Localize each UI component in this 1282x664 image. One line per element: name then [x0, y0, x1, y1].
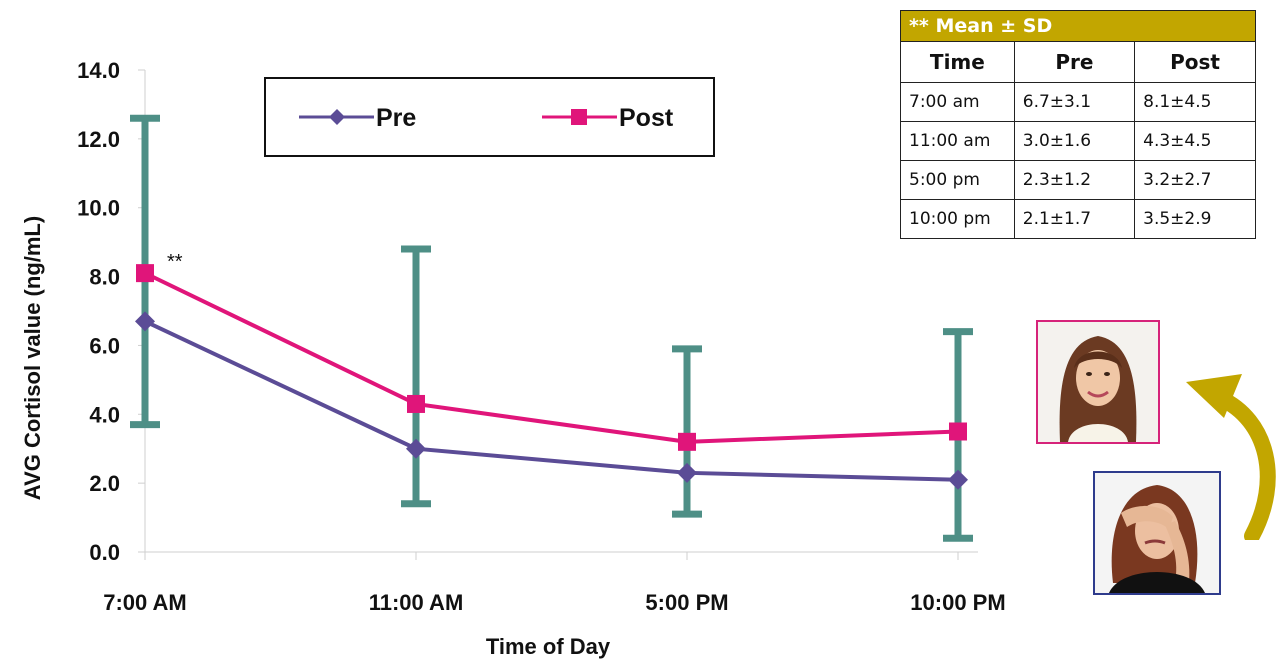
- series-layer: [135, 264, 968, 490]
- data-point-post: [678, 432, 696, 451]
- significance-annotation: **: [167, 251, 183, 273]
- cell-time: 11:00 am: [901, 121, 1015, 161]
- series-line-post: [144, 271, 959, 444]
- y-tick-label: 12.0: [77, 127, 120, 152]
- data-point-pre: [406, 438, 426, 459]
- column-header-pre: Pre: [1013, 41, 1136, 83]
- x-tick-label: 10:00 PM: [910, 590, 1005, 615]
- cell-pre: 6.7±3.1: [1013, 82, 1136, 122]
- y-axis-title: AVG Cortisol value (ng/mL): [20, 216, 45, 500]
- stats-table: Time Pre Post 7:00 am 6.7±3.1 8.1±4.5 11…: [901, 41, 1255, 238]
- cell-pre: 2.3±1.2: [1013, 160, 1136, 200]
- column-header-post: Post: [1134, 41, 1255, 83]
- x-tick-label: 11:00 AM: [369, 590, 464, 615]
- y-tick-label: 4.0: [89, 402, 120, 427]
- column-header-time: Time: [901, 41, 1015, 83]
- improvement-arrow-icon: [1186, 374, 1276, 540]
- data-point-pre: [135, 311, 155, 332]
- cell-post: 4.3±4.5: [1134, 121, 1255, 161]
- data-point-post: [949, 422, 967, 441]
- y-tick-label: 2.0: [89, 471, 120, 496]
- legend: Pre Post: [264, 77, 715, 157]
- legend-pre-label: Pre: [376, 104, 416, 132]
- legend-post-marker: [571, 109, 587, 125]
- cell-post: 3.2±2.7: [1134, 160, 1255, 200]
- data-point-post: [407, 394, 425, 413]
- stats-header-row: Time Pre Post: [901, 41, 1255, 83]
- data-point-post: [136, 264, 154, 283]
- legend-post-label: Post: [619, 104, 674, 132]
- x-tick-label: 5:00 PM: [645, 590, 728, 615]
- x-tick-label: 7:00 AM: [103, 590, 187, 615]
- y-tick-label: 0.0: [89, 540, 120, 565]
- cell-time: 10:00 pm: [901, 199, 1015, 238]
- error-bar: [401, 245, 431, 508]
- table-row: 11:00 am 3.0±1.6 4.3±4.5: [901, 121, 1255, 161]
- table-row: 7:00 am 6.7±3.1 8.1±4.5: [901, 82, 1255, 122]
- x-axis: 7:00 AM 11:00 AM 5:00 PM 10:00 PM: [103, 551, 1006, 615]
- cell-pre: 2.1±1.7: [1013, 199, 1136, 238]
- cell-pre: 3.0±1.6: [1013, 121, 1136, 161]
- table-row: 5:00 pm 2.3±1.2 3.2±2.7: [901, 160, 1255, 200]
- stressed-woman-photo: [1093, 471, 1221, 595]
- y-tick-label: 6.0: [89, 333, 120, 358]
- y-tick-label: 10.0: [77, 196, 120, 221]
- stats-table-box: ** Mean ± SD Time Pre Post 7:00 am 6.7±3…: [900, 10, 1256, 239]
- y-tick-label: 14.0: [77, 58, 120, 83]
- cortisol-chart: 0.0 2.0 4.0 6.0 8.0 10.0 12.0 14.0 7:00 AM 11:00…: [20, 58, 1006, 659]
- y-axis: 0.0 2.0 4.0 6.0 8.0 10.0 12.0 14.0: [77, 58, 146, 565]
- x-axis-title: Time of Day: [486, 634, 611, 659]
- smiling-woman-icon: [1038, 322, 1158, 442]
- cell-time: 5:00 pm: [901, 160, 1015, 200]
- series-line-pre: [144, 319, 959, 482]
- y-tick-label: 8.0: [89, 265, 120, 290]
- stressed-woman-icon: [1095, 473, 1219, 593]
- stats-table-header: ** Mean ± SD: [901, 11, 1255, 41]
- error-bar: [672, 345, 702, 518]
- table-row: 10:00 pm 2.1±1.7 3.5±2.9: [901, 199, 1255, 238]
- cell-post: 3.5±2.9: [1134, 199, 1255, 238]
- cell-post: 8.1±4.5: [1134, 82, 1255, 122]
- legend-pre-marker: [329, 109, 345, 125]
- smiling-woman-photo: [1036, 320, 1160, 444]
- data-point-pre: [948, 469, 968, 490]
- cell-time: 7:00 am: [901, 82, 1015, 122]
- data-point-pre: [677, 462, 697, 483]
